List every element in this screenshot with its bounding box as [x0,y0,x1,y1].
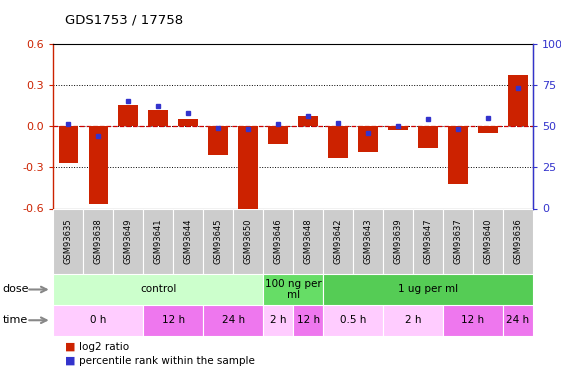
Text: 2 h: 2 h [405,315,421,325]
Bar [143,209,173,274]
Bar [503,305,533,336]
Text: 0 h: 0 h [90,315,107,325]
Text: GSM93645: GSM93645 [214,219,223,264]
Bar [263,209,293,274]
Bar [358,126,378,152]
Bar [293,209,323,274]
Bar [413,209,443,274]
Text: GSM93644: GSM93644 [183,219,192,264]
Text: GSM93638: GSM93638 [94,218,103,264]
Bar [419,126,438,148]
Bar [443,305,503,336]
Bar [448,126,468,184]
Text: ■: ■ [65,356,75,366]
Bar [173,209,203,274]
Bar [233,209,263,274]
Bar [53,305,143,336]
Text: GDS1753 / 17758: GDS1753 / 17758 [65,13,183,27]
Text: GSM93647: GSM93647 [424,219,433,264]
Bar [263,305,293,336]
Bar [53,209,83,274]
Text: dose: dose [3,285,29,294]
Bar [89,126,108,204]
Text: 100 ng per
ml: 100 ng per ml [265,279,321,300]
Bar [388,126,408,130]
Bar [203,209,233,274]
Text: GSM93640: GSM93640 [484,219,493,264]
Bar [293,305,323,336]
Bar [209,126,228,155]
Bar [323,209,353,274]
Bar [263,274,323,305]
Bar [118,105,138,126]
Bar [503,209,533,274]
Text: 2 h: 2 h [270,315,286,325]
Text: percentile rank within the sample: percentile rank within the sample [79,356,255,366]
Text: GSM93635: GSM93635 [64,219,73,264]
Bar [323,274,533,305]
Text: GSM93649: GSM93649 [124,219,133,264]
Text: 24 h: 24 h [507,315,530,325]
Text: 12 h: 12 h [462,315,485,325]
Bar [203,305,263,336]
Text: GSM93646: GSM93646 [274,219,283,264]
Text: control: control [140,285,176,294]
Text: GSM93641: GSM93641 [154,219,163,264]
Text: GSM93636: GSM93636 [513,218,522,264]
Bar [178,119,198,126]
Bar [323,305,383,336]
Text: GSM93642: GSM93642 [334,219,343,264]
Bar [143,305,203,336]
Text: GSM93643: GSM93643 [364,219,373,264]
Bar [443,209,473,274]
Bar [383,305,443,336]
Bar [113,209,143,274]
Text: ■: ■ [65,342,75,352]
Bar [58,126,78,163]
Bar [238,126,258,211]
Bar [383,209,413,274]
Text: GSM93639: GSM93639 [394,219,403,264]
Text: 24 h: 24 h [222,315,245,325]
Text: 0.5 h: 0.5 h [340,315,366,325]
Bar [53,274,263,305]
Text: time: time [3,315,28,325]
Bar [328,126,348,158]
Bar [268,126,288,144]
Text: 12 h: 12 h [297,315,320,325]
Bar [473,209,503,274]
Text: 12 h: 12 h [162,315,185,325]
Bar [478,126,498,133]
Text: log2 ratio: log2 ratio [79,342,128,352]
Text: GSM93648: GSM93648 [304,219,312,264]
Bar [353,209,383,274]
Text: 1 ug per ml: 1 ug per ml [398,285,458,294]
Bar [298,116,318,126]
Bar [149,110,168,126]
Bar [83,209,113,274]
Text: GSM93637: GSM93637 [453,218,462,264]
Bar [508,75,528,126]
Text: GSM93650: GSM93650 [243,219,252,264]
